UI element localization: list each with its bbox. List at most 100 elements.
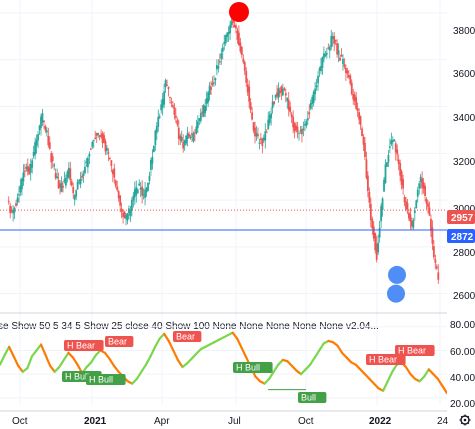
candle-body [50, 153, 53, 163]
candle-body [369, 203, 372, 221]
candle-body [79, 178, 82, 185]
candle-body [166, 84, 168, 86]
candle-body [301, 128, 303, 135]
candle-body [226, 32, 229, 37]
candle-body [150, 159, 152, 170]
candle-body [15, 203, 17, 206]
rsi-segment [163, 332, 170, 343]
time-axis[interactable]: Oct 2021 Apr Jul Oct 2022 24 [12, 416, 449, 427]
candle-body [133, 189, 136, 198]
candle-body [262, 137, 265, 141]
candle-body [145, 188, 148, 193]
candle-body [221, 47, 224, 52]
candle-body [377, 242, 380, 253]
candle-body [386, 162, 388, 167]
candle-body [353, 94, 356, 102]
candle-body [48, 142, 51, 149]
candle-body [114, 180, 117, 186]
candle-body [229, 24, 231, 33]
candle-body [388, 146, 391, 148]
candle-body [186, 132, 189, 139]
rsi-segment [90, 354, 97, 364]
candle-body [56, 176, 59, 179]
candle-body [92, 140, 95, 142]
candle-body [91, 142, 94, 147]
candle-body [7, 200, 10, 202]
rsi-segment [318, 342, 325, 352]
candle-body [40, 116, 42, 128]
candle-body [349, 75, 352, 84]
candle-body [233, 25, 236, 28]
candle-body [65, 178, 67, 186]
candle-body [59, 183, 61, 188]
candle-body [267, 119, 270, 129]
candle-body [251, 112, 253, 120]
signal-label: H Bear [398, 346, 426, 356]
candle-body [276, 92, 278, 96]
signal-label-bg [395, 345, 435, 356]
candle-body [43, 120, 45, 123]
rsi-segment [313, 349, 321, 359]
candle-body [287, 99, 290, 111]
candle-body [372, 226, 375, 239]
candle-body [277, 88, 280, 98]
candle-body [97, 133, 100, 136]
candle-body [217, 66, 220, 69]
candle-body [172, 104, 174, 107]
candle-body [35, 139, 38, 146]
rsi-segment [391, 363, 398, 373]
candle-body [160, 104, 163, 111]
gear-icon[interactable] [459, 414, 471, 426]
candle-body [271, 101, 274, 108]
candle-body [173, 107, 176, 115]
candle-body [402, 179, 404, 189]
rsi-segment [3, 345, 11, 357]
candle-body [254, 127, 256, 137]
candle-body [434, 259, 437, 263]
candle-body [428, 207, 431, 216]
candle-body [142, 194, 145, 196]
signal-label: H Bear [67, 341, 95, 351]
candle-body [183, 140, 186, 146]
candle-body [336, 43, 339, 55]
candle-body [281, 88, 284, 96]
marker-circle [229, 2, 249, 22]
candle-body [365, 159, 368, 179]
candle-body [214, 78, 217, 81]
price-axis[interactable]: 3800 3600 3400 3200 3000 2800 2600 [453, 26, 475, 302]
candle-body [113, 168, 116, 178]
marker-circle [387, 284, 405, 303]
candle-body [25, 166, 28, 169]
candle-body [21, 178, 23, 190]
x-tick: Oct [12, 416, 28, 427]
rsi-segment [44, 354, 52, 367]
candle-body [144, 189, 146, 198]
candle-body [410, 221, 413, 227]
candle-body [41, 112, 44, 123]
candle-body [432, 246, 435, 258]
candle-body [204, 105, 207, 114]
candle-body [299, 130, 302, 132]
candle-body [116, 186, 119, 191]
candle-body [325, 52, 328, 55]
candle-body [258, 142, 261, 144]
candle-body [331, 36, 334, 40]
signal-label-bg [64, 340, 104, 351]
candle-body [337, 50, 340, 55]
rsi-axis[interactable]: 80.00 60.00 40.00 20.00 [450, 320, 475, 410]
rsi-tick: 60.00 [450, 347, 475, 358]
rsi-segment [71, 356, 79, 366]
price-label-red: 2957 [451, 213, 474, 224]
rsi-pane[interactable]: se Show 50 5 34 5 Show 25 close 40 Show … [0, 321, 449, 403]
candle-body [356, 108, 359, 112]
candle-body [16, 197, 19, 202]
price-pane[interactable] [0, 2, 447, 303]
candle-body [34, 142, 37, 155]
candle-body [305, 121, 308, 127]
candle-body [327, 47, 330, 49]
candle-body [161, 98, 164, 108]
candle-body [104, 141, 107, 152]
candle-body [399, 163, 402, 176]
